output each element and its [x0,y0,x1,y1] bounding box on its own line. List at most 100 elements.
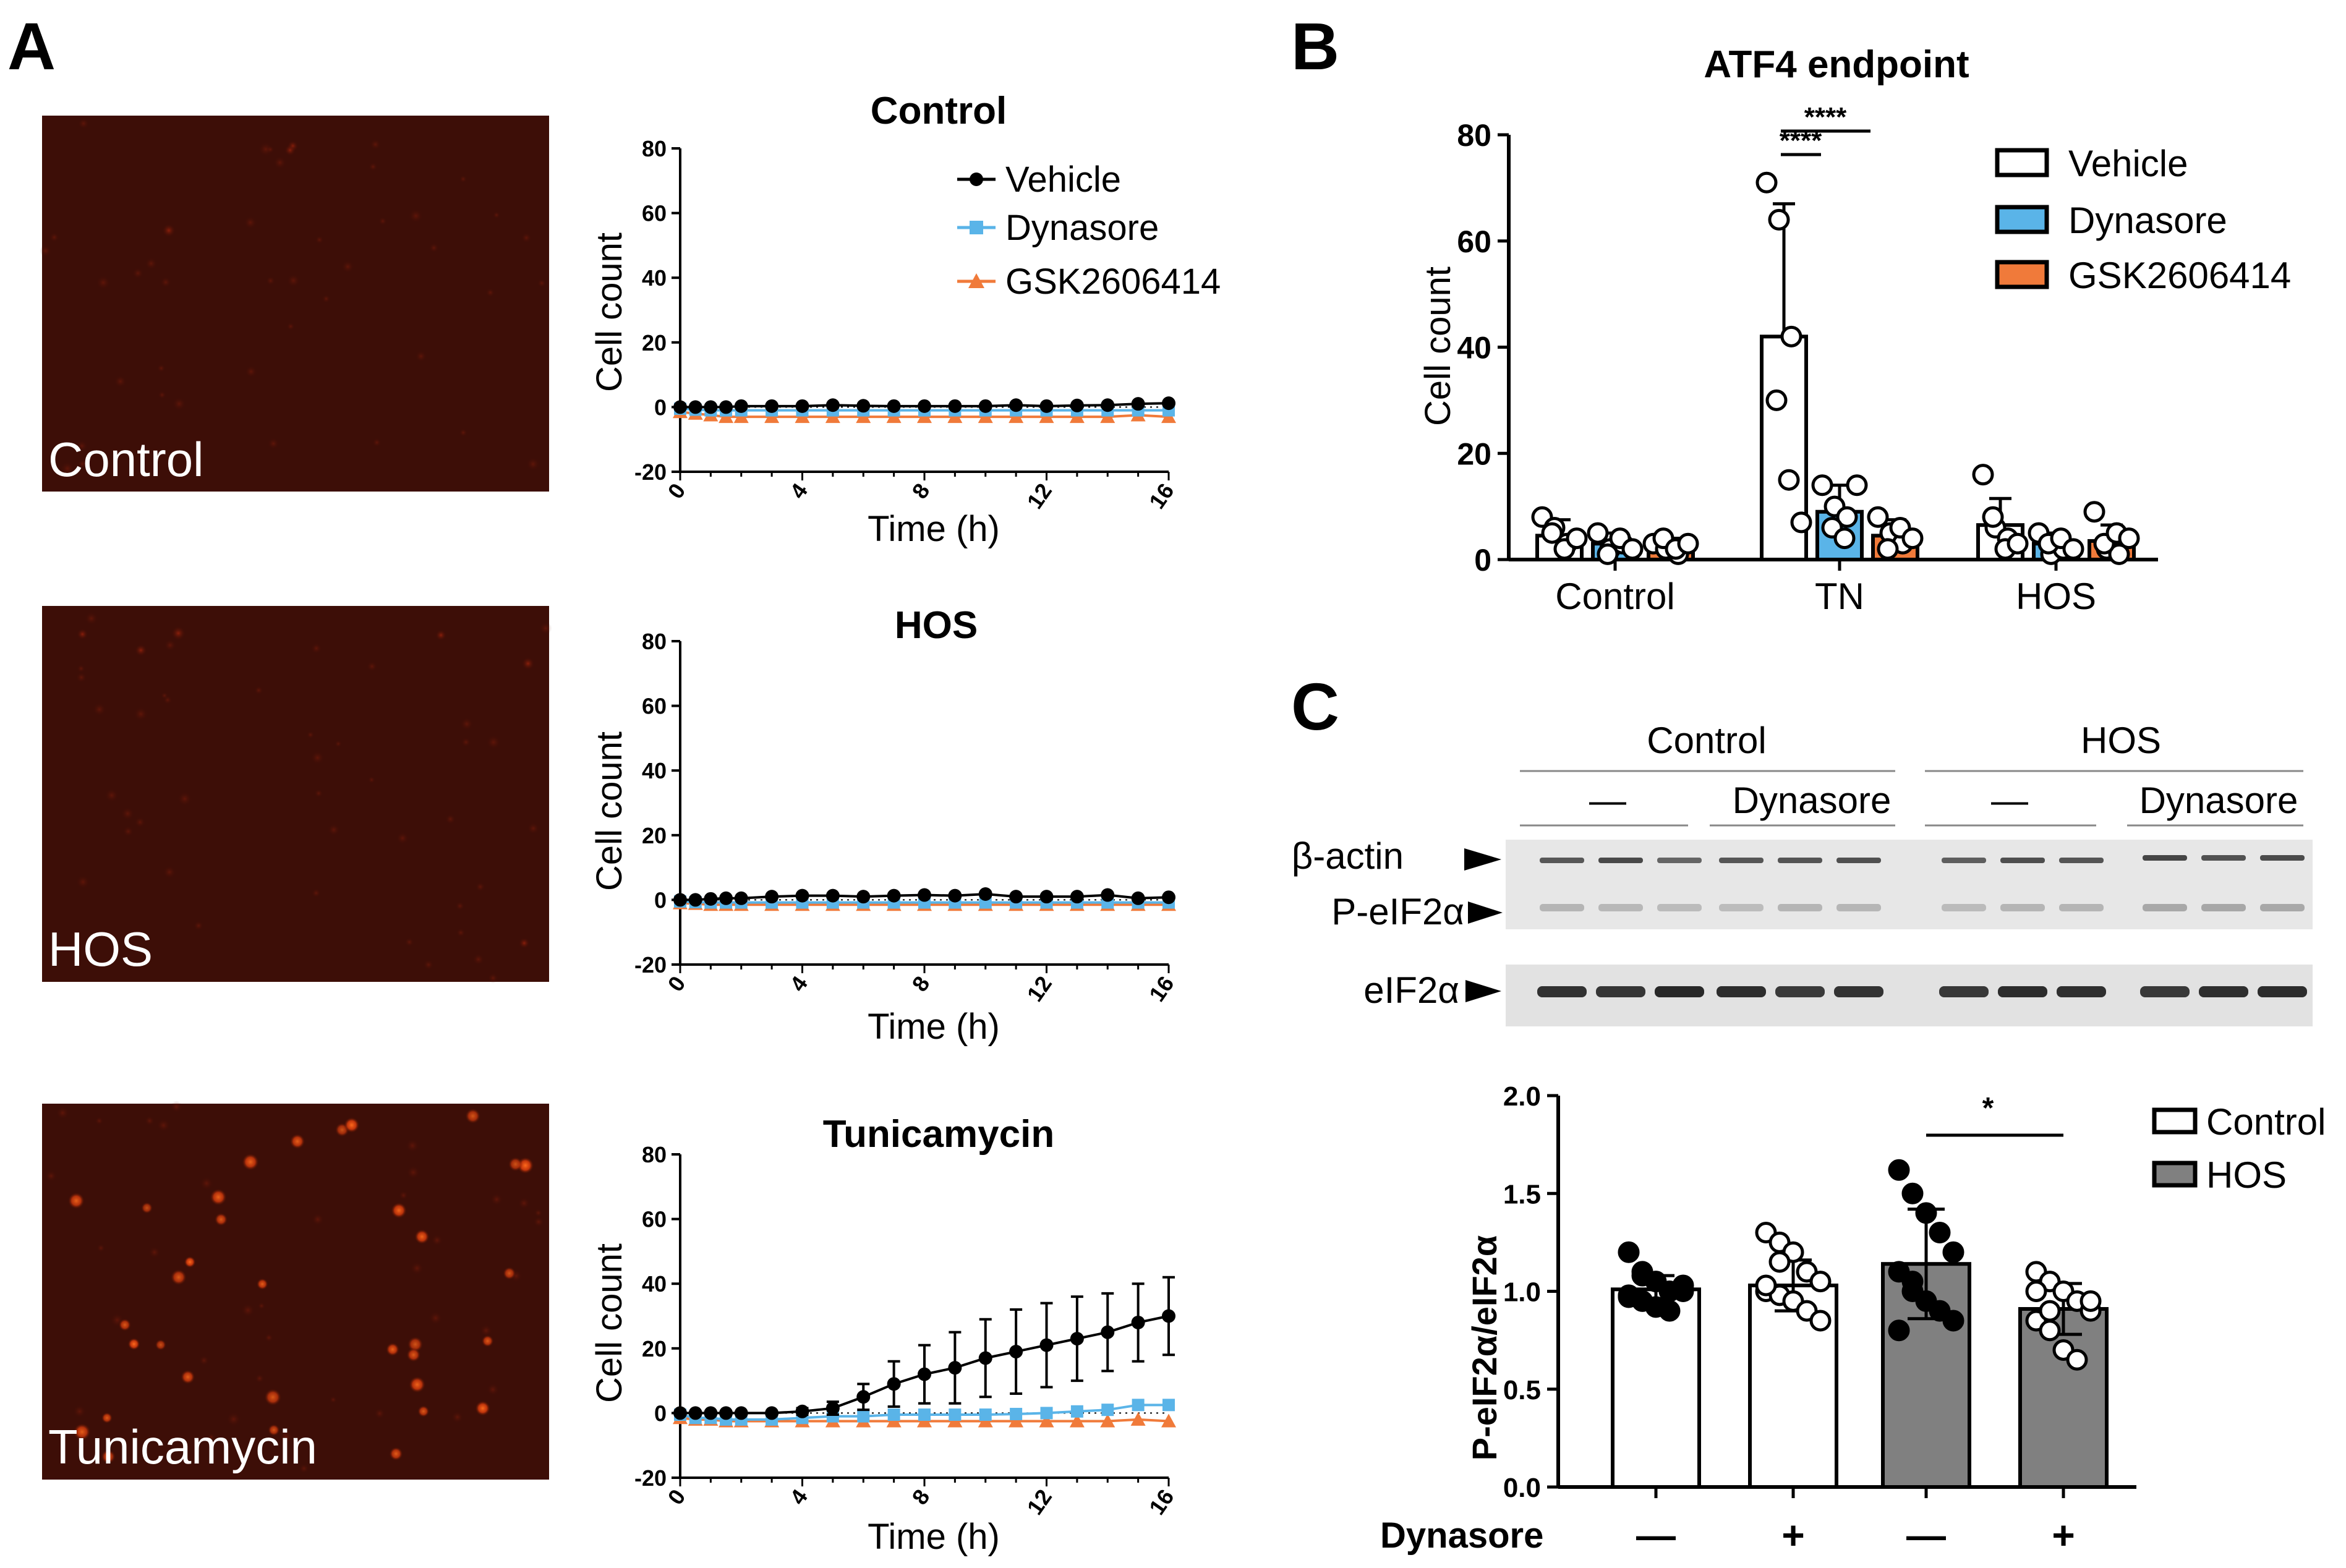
x-axis-label: Time (h) [868,1007,1000,1047]
background-speckle [314,788,323,798]
data-point-vehicle [673,1406,687,1420]
background-speckle [490,1193,503,1206]
fluorescent-cell [184,1256,196,1268]
data-point [1566,527,1588,550]
background-speckle [45,1170,58,1182]
data-point-vehicle [688,400,702,414]
data-point [1888,1159,1910,1181]
data-point-vehicle [795,888,809,903]
background-speckle [49,232,59,242]
fluorescent-cell [170,1269,187,1285]
fluorescent-cell [406,1347,421,1362]
band-p-eif2a [1719,904,1764,911]
micrograph-spots [40,117,547,476]
chart-title: HOS [895,604,978,647]
significance-marker: * [1982,1092,1994,1125]
fluorescent-cell [73,1423,91,1441]
band-eif2a [1655,986,1704,997]
data-point-vehicle [856,890,871,904]
y-tick-label: 20 [642,823,667,848]
background-speckle [170,1101,183,1113]
data-point-vehicle [1131,1315,1145,1329]
background-speckle [410,1261,424,1276]
data-point-vehicle [765,1406,779,1420]
background-speckle [537,278,547,288]
band-eif2a [1717,986,1766,997]
background-speckle [408,208,424,223]
fluorescent-cell [465,1108,481,1124]
micrograph-spots [45,1101,544,1474]
background-speckle [539,621,552,635]
category-label: + [2052,1513,2075,1557]
data-point-gsk [1130,1412,1146,1426]
band-p-eif2a [1598,904,1643,911]
background-speckle [521,232,532,244]
data-point [1877,538,1899,560]
x-tick-label: 8 [906,1485,934,1509]
legend-label-vehicle: Vehicle [2068,143,2188,184]
background-speckle [372,438,382,448]
background-speckle [77,117,90,129]
micrograph-label: Tunicamycin [48,1420,317,1474]
background-speckle [114,375,127,388]
fluorescent-cell [67,1192,85,1209]
background-speckle [266,276,276,286]
category-label: — [1636,1513,1676,1557]
background-speckle [485,288,495,297]
fluorescent-cell [389,1447,403,1461]
data-point [1768,208,1790,231]
legend-marker-gsk [968,273,984,288]
background-speckle [199,1176,214,1191]
band-eif2a [1537,986,1587,997]
blot-group-label-control: Control [1647,720,1766,761]
y-tick-label: 40 [642,1271,667,1297]
fluorescent-cell [171,626,186,641]
legend-label-vehicle: Vehicle [1005,160,1121,200]
chart-legend: Vehicle Dynasore GSK2606414 [957,160,1221,302]
data-point [1833,527,1856,550]
band-p-eif2a [2059,904,2104,911]
background-speckle [264,1333,274,1342]
data-point [1618,1286,1640,1308]
band-beta-actin [1598,858,1643,863]
background-speckle [367,776,375,784]
background-speckle [378,216,387,226]
background-speckle [455,901,465,911]
data-point-vehicle [704,1406,718,1420]
legend-swatch-dynasore [1995,205,2049,234]
y-tick-label: 60 [642,1207,667,1232]
background-speckle [460,717,474,731]
background-speckle [160,276,172,288]
data-point [2066,1349,2088,1371]
chart-legend: Control HOS [2152,1101,2326,1196]
y-axis-label: Cell count [1418,266,1458,426]
background-speckle [75,671,87,683]
data-point [1765,389,1788,411]
background-speckle [77,664,85,673]
blot-row-label-p-eif2a: P-eIF2α [1331,891,1464,932]
background-speckle [77,459,87,469]
band-eif2a [1775,986,1825,997]
x-tick-label: 16 [1144,971,1179,1006]
data-point [2079,1290,2102,1312]
data-point-vehicle [1131,891,1145,905]
fluorescent-cell [343,1117,360,1133]
fluorescent-cell [521,657,535,671]
data-point [1755,171,1778,194]
data-point-vehicle [825,888,840,903]
micrograph-label: HOS [48,922,153,976]
data-point-dynasore [857,1410,870,1423]
data-point-gsk [1069,1413,1085,1428]
background-speckle [40,245,52,257]
data-point [1541,522,1563,544]
background-speckle [445,814,456,825]
data-point [1768,1251,1791,1273]
data-point [1867,506,1889,528]
background-speckle [258,142,273,157]
data-point-vehicle [765,890,779,904]
data-point-vehicle [948,1361,962,1375]
background-speckle [92,702,106,717]
background-speckle [366,661,378,672]
data-point-vehicle [1009,890,1023,904]
